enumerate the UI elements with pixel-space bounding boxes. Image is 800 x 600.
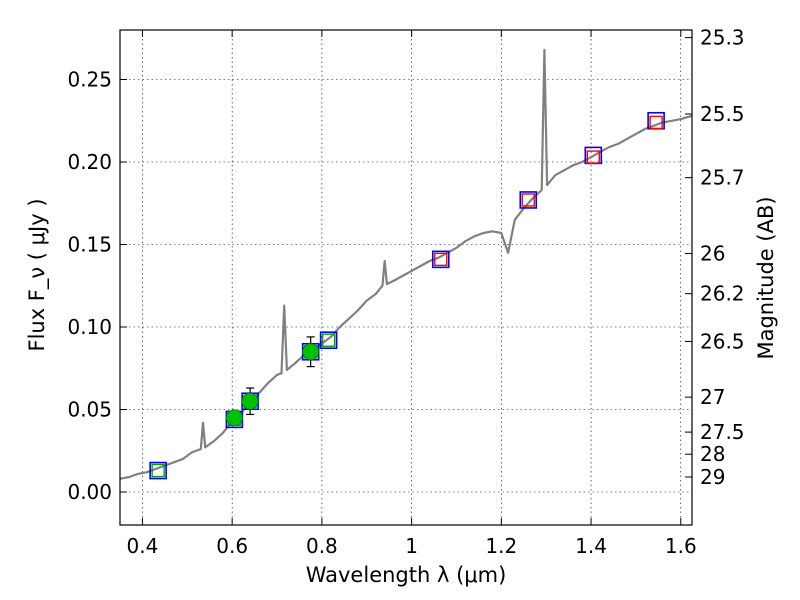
model-square-green [151,463,165,478]
y-tick-label: 0.20 [67,150,112,174]
measurement-point [225,409,243,427]
model-square-red [586,150,601,164]
mag-tick-label: 29 [700,465,725,489]
photometry-square [519,191,538,209]
mag-tick-label: 26.2 [700,282,745,306]
data-series [119,48,693,480]
axis-ticks: 0.4 0.6 0.8 1 1.2 1.4 1.6 0.00 0.05 0.10 0.15 0.20 0… [67,26,744,558]
model-square-red [521,193,535,207]
x-axis-label: Wavelength λ (μm) [306,563,507,587]
y-tick-label: 0.15 [67,233,112,257]
measurement-point [241,392,259,410]
x-tick-label: 1 [405,534,418,558]
y-tick-label: 0.10 [67,315,112,339]
photometry-square [149,461,167,480]
mag-tick-label: 25.7 [700,166,745,190]
mag-tick-label: 28 [700,442,725,466]
mag-tick-label: 25.3 [700,26,745,50]
grid-lines [120,30,692,525]
y-tick-label: 0.05 [67,398,112,422]
mag-tick-label: 25.5 [700,102,745,126]
mag-tick-label: 27.5 [700,420,745,444]
y-tick-label: 0.00 [67,480,112,504]
x-tick-label: 1.2 [485,534,517,558]
x-tick-label: 1.4 [575,534,607,558]
y-axis-label-left: Flux F_ν ( μJy ) [25,198,50,351]
x-tick-label: 0.4 [127,534,159,558]
model-square-red [434,252,448,267]
y-tick-label: 0.25 [67,68,112,92]
mag-tick-label: 26.5 [700,330,745,354]
plot-frame [119,29,693,526]
model-square-green [321,333,336,347]
mag-tick-label: 27 [700,385,725,409]
mag-tick-label: 26 [700,242,725,266]
spectrum-line [119,48,693,480]
photometry-square [319,331,338,350]
y-axis-label-right: Magnitude (AB) [754,196,778,359]
x-tick-label: 1.6 [665,534,697,558]
measurement-point [302,343,320,361]
model-square-red [649,115,663,130]
x-tick-label: 0.6 [216,534,248,558]
photometry-square [431,250,450,269]
x-tick-label: 0.8 [306,534,338,558]
